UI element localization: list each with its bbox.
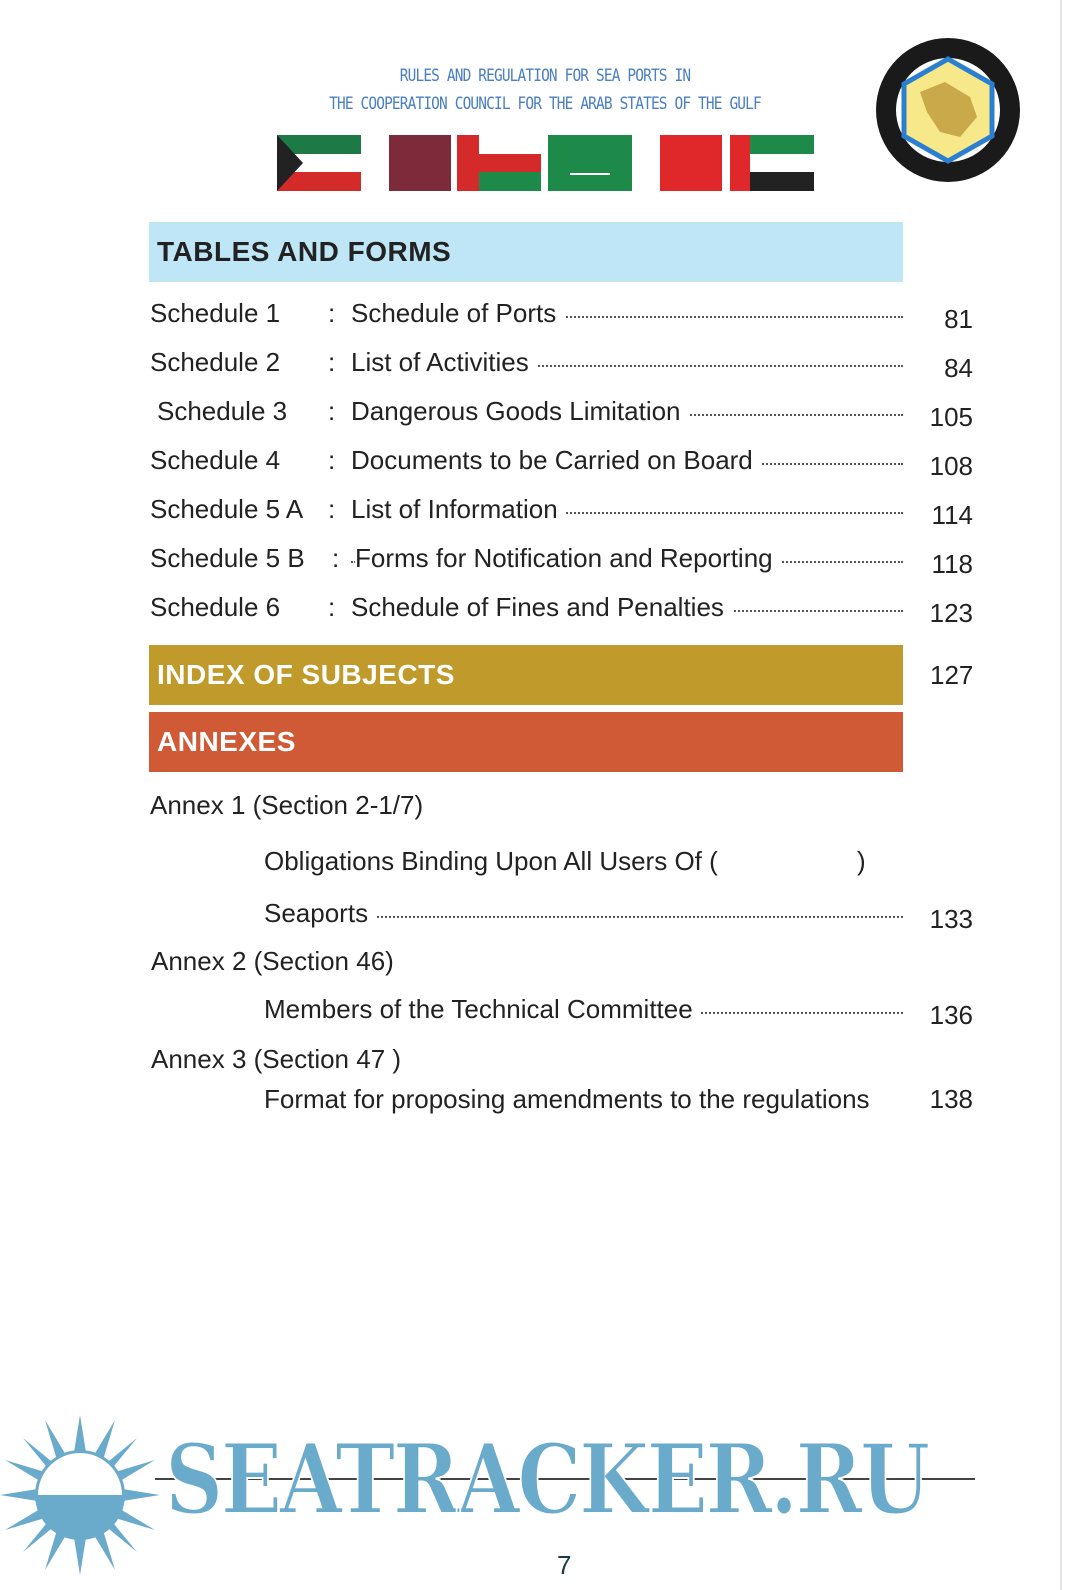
schedule-title: Dangerous Goods Limitation [351,394,689,428]
page-number: 84 [944,353,973,383]
qatar-flag [367,135,451,191]
annex-label: Annex 2 (Section 46) [151,946,394,976]
page-number: 114 [931,500,973,530]
oman-flag [457,135,541,191]
leader-dots [351,365,903,367]
page-number: 81 [944,304,973,334]
index-of-subjects-heading[interactable]: INDEX OF SUBJECTS [149,645,903,705]
page-number: 105 [929,402,973,432]
separator: : [332,543,340,573]
leader-dots [351,316,903,318]
schedule-label: Schedule 4 [150,445,281,475]
toc-row[interactable]: Format for proposing amendments to the r… [148,1082,973,1116]
header-title-line2: THE COOPERATION COUNCIL FOR THE ARAB STA… [329,94,762,114]
gcc-emblem [875,37,1021,183]
schedule-title: Schedule of Fines and Penalties [351,590,732,624]
separator: : [328,347,336,377]
schedule-title: Forms for Notification and Reporting [355,541,781,575]
annexes-heading: ANNEXES [149,712,903,772]
annex-title: Members of the Technical Committee [264,992,701,1026]
tables-and-forms-heading: TABLES AND FORMS [149,222,903,282]
page-edge [1060,0,1062,1590]
schedule-title: Documents to be Carried on Board [351,443,761,477]
page-number: 138 [929,1084,973,1114]
page-number-footer: 7 [557,1550,572,1580]
separator: : [328,396,336,426]
toc-row[interactable]: Schedule 6: Schedule of Fines and Penalti… [148,590,973,628]
toc-row[interactable]: Schedule 5 A: List of Information 114 [148,492,973,530]
page-number: 136 [929,1000,973,1030]
schedule-title: List of Activities [351,345,537,379]
annex-title[interactable]: Obligations Binding Upon All Users Of ( [264,846,718,876]
toc-row[interactable]: Seaports 133 [148,896,973,934]
kuwait-flag [277,135,361,191]
page-number: 118 [931,549,973,579]
toc-row[interactable]: Schedule 3: Dangerous Goods Limitation 105 [148,394,973,432]
saudi-arabia-flag [548,135,632,191]
schedule-label: Schedule 1 [150,298,281,328]
schedule-title: Schedule of Ports [351,296,565,330]
leader-dots [264,916,903,918]
schedule-label: Schedule 2 [150,347,281,377]
page-number: 123 [929,598,973,628]
annex-title: Format for proposing amendments to the r… [264,1082,878,1116]
separator: : [328,298,336,328]
schedule-label: Schedule 5 A [150,494,304,524]
toc-row[interactable]: Members of the Technical Committee 136 [148,992,973,1030]
annex-title: Seaports [264,896,377,930]
schedule-title: List of Information [351,492,566,526]
separator: : [328,494,336,524]
toc-row[interactable]: Schedule 1: Schedule of Ports 81 [148,296,973,334]
leader-dots [351,512,903,514]
page-number: 108 [929,451,973,481]
schedule-label: Schedule 5 B [150,543,305,573]
page-number: 133 [929,904,973,934]
annex-title-close: ) [857,846,866,876]
header-title-line1: RULES AND REGULATION FOR SEA PORTS IN [399,66,691,86]
separator: : [328,592,336,622]
separator: : [328,445,336,475]
watermark-text: SEATRACKER.RU [164,1423,931,1536]
uae-flag [730,135,814,191]
bahrain-flag [638,135,722,191]
toc-row[interactable]: Schedule 5 B: Forms for Notification and … [148,541,973,579]
index-page-number: 127 [930,660,974,690]
footer-rule [155,1478,975,1480]
schedule-label: Schedule 6 [150,592,281,622]
annex-label: Annex 1 (Section 2-1/7) [150,790,424,820]
annex-label: Annex 3 (Section 47 ) [151,1044,402,1074]
sun-logo-icon [0,1415,160,1575]
toc-row[interactable]: Schedule 4: Documents to be Carried on Bo… [148,443,973,481]
schedule-label: Schedule 3 [157,396,288,426]
toc-row[interactable]: Schedule 2: List of Activities 84 [148,345,973,383]
